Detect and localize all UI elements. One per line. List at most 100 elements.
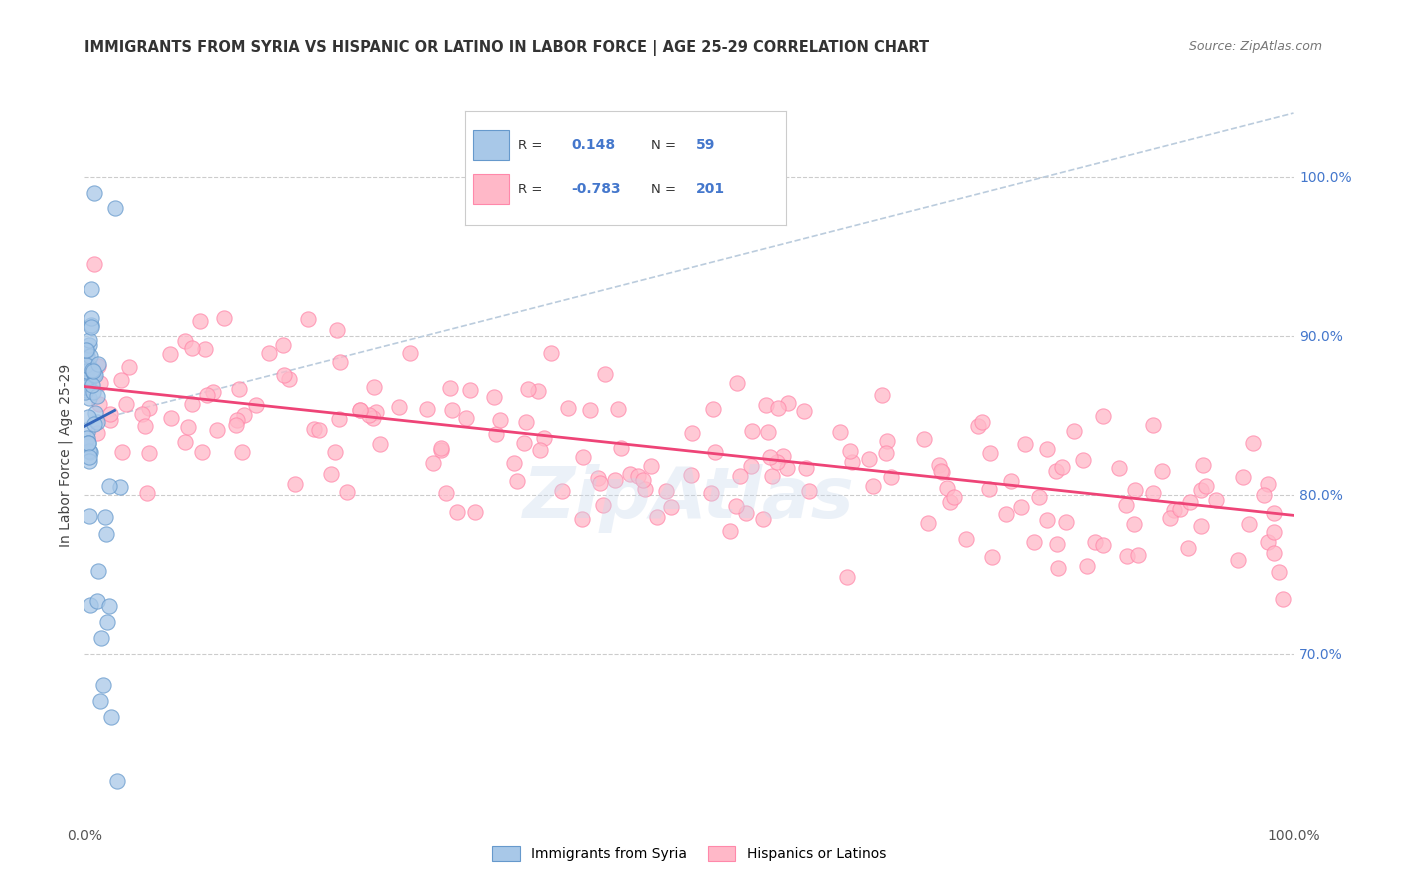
Point: [76, 431, 98, 445]
Point: [936, 481, 959, 495]
Point: [1054, 516, 1077, 530]
Point: [83, 257, 105, 271]
Point: [603, 473, 626, 487]
Point: [439, 381, 461, 395]
Point: [776, 461, 799, 475]
Point: [86, 425, 108, 440]
Point: [967, 419, 990, 434]
Point: [89, 397, 111, 411]
Point: [876, 434, 898, 448]
Point: [76, 410, 98, 425]
Point: [108, 480, 131, 494]
Point: [645, 510, 668, 524]
Point: [80, 377, 103, 392]
Point: [1226, 553, 1249, 567]
Point: [1084, 535, 1107, 549]
Point: [138, 401, 160, 415]
Point: [75, 381, 97, 395]
Point: [446, 505, 468, 519]
Point: [97, 599, 120, 613]
Point: [862, 479, 884, 493]
Point: [98, 407, 121, 421]
Point: [79, 281, 101, 295]
Point: [79, 349, 101, 363]
Point: [73, 376, 96, 390]
Point: [1192, 458, 1215, 473]
Point: [703, 445, 725, 459]
Point: [181, 397, 204, 411]
Point: [79, 320, 101, 334]
Point: [329, 355, 352, 369]
Point: [1263, 524, 1285, 539]
Point: [1271, 591, 1294, 606]
Point: [634, 483, 657, 497]
Point: [505, 474, 527, 488]
Point: [96, 615, 118, 629]
Point: [76, 364, 98, 378]
Point: [174, 334, 197, 348]
Point: [357, 409, 380, 423]
Point: [870, 388, 893, 402]
Point: [89, 376, 111, 391]
Point: [756, 425, 779, 439]
Point: [212, 310, 235, 325]
Point: [735, 506, 758, 520]
Point: [118, 360, 141, 375]
Point: [1177, 541, 1199, 555]
Point: [1046, 537, 1069, 551]
Point: [793, 404, 815, 418]
Point: [363, 410, 385, 425]
Point: [761, 468, 783, 483]
Point: [858, 452, 880, 467]
Point: [718, 524, 741, 539]
Point: [592, 498, 614, 512]
Point: [87, 358, 110, 372]
Point: [557, 401, 579, 415]
Point: [835, 569, 858, 583]
Point: [1257, 535, 1279, 549]
Point: [1046, 561, 1069, 575]
Point: [1142, 417, 1164, 432]
Point: [76, 349, 98, 363]
Point: [485, 427, 508, 442]
Point: [136, 486, 159, 500]
Point: [640, 458, 662, 473]
Point: [1115, 498, 1137, 512]
Point: [202, 385, 225, 400]
Point: [76, 425, 98, 439]
Point: [440, 402, 463, 417]
Point: [633, 474, 655, 488]
Point: [929, 464, 952, 478]
Point: [515, 415, 537, 429]
Point: [75, 385, 97, 400]
Point: [399, 346, 422, 360]
Point: [105, 773, 128, 788]
Point: [77, 333, 100, 347]
Point: [830, 425, 852, 439]
Point: [1241, 436, 1264, 450]
Point: [195, 387, 218, 401]
Point: [1050, 460, 1073, 475]
Point: [134, 419, 156, 434]
Point: [503, 456, 526, 470]
Point: [228, 382, 250, 396]
Point: [233, 408, 256, 422]
Point: [89, 694, 111, 708]
Point: [225, 418, 247, 433]
Point: [1071, 453, 1094, 467]
Text: ZipAtlas: ZipAtlas: [523, 465, 855, 533]
Point: [1035, 442, 1057, 457]
Point: [759, 450, 782, 464]
Point: [627, 469, 650, 483]
Point: [1189, 483, 1212, 498]
Point: [271, 338, 294, 352]
Point: [464, 505, 486, 519]
Point: [1010, 500, 1032, 514]
Point: [1108, 461, 1130, 475]
Point: [1000, 475, 1022, 489]
Point: [75, 370, 97, 384]
Point: [188, 314, 211, 328]
Point: [1159, 511, 1181, 525]
Point: [841, 455, 863, 469]
Point: [104, 202, 127, 216]
